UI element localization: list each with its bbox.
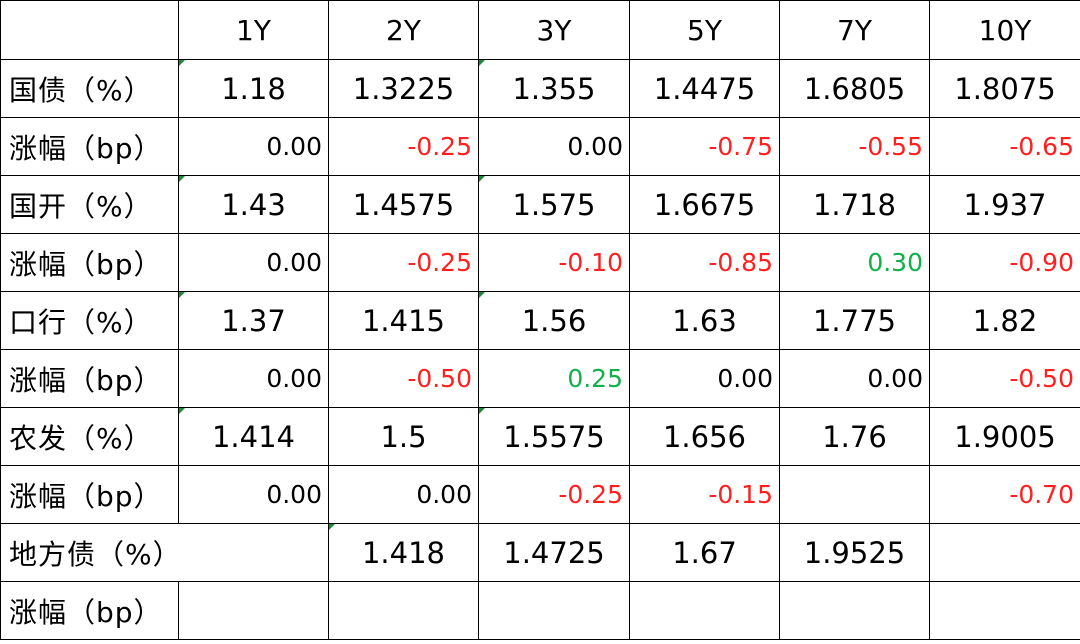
change-cell <box>779 465 930 524</box>
table-row: 农发（%） 1.414 1.5 1.5575 1.656 1.76 1.9005 <box>0 407 1080 466</box>
header-1y: 1Y <box>178 0 329 60</box>
row-label: 口行（%） <box>0 291 179 350</box>
change-cell <box>779 581 930 640</box>
yield-cell: 1.415 <box>328 291 479 350</box>
row-label: 涨幅（bp） <box>0 581 179 640</box>
yield-cell: 1.43 <box>178 175 329 234</box>
change-cell <box>478 581 630 640</box>
yield-cell: 1.76 <box>779 407 930 466</box>
table-row: 涨幅（bp） 0.00 0.00 -0.25 -0.15 -0.70 <box>0 465 1080 524</box>
yield-cell: 1.5 <box>328 407 479 466</box>
row-label: 涨幅（bp） <box>0 465 179 524</box>
yield-cell: 1.718 <box>779 175 930 234</box>
header-3y: 3Y <box>478 0 630 60</box>
row-label: 农发（%） <box>0 407 179 466</box>
change-cell: 0.00 <box>178 465 329 524</box>
row-label: 涨幅（bp） <box>0 349 179 408</box>
yield-cell: 1.4475 <box>629 59 780 118</box>
yield-cell: 1.9525 <box>779 523 930 582</box>
change-cell: -0.85 <box>629 233 780 292</box>
yield-cell: 1.6805 <box>779 59 930 118</box>
row-label: 国开（%） <box>0 175 179 234</box>
yield-cell: 1.418 <box>328 523 479 582</box>
change-cell: 0.30 <box>779 233 930 292</box>
yield-cell: 1.414 <box>178 407 329 466</box>
yield-cell: 1.656 <box>629 407 780 466</box>
change-cell: -0.25 <box>328 233 479 292</box>
header-row: 1Y 2Y 3Y 5Y 7Y 10Y <box>0 0 1080 60</box>
change-cell <box>328 581 479 640</box>
yield-cell: 1.18 <box>178 59 329 118</box>
change-cell: 0.00 <box>328 465 479 524</box>
change-cell: 0.00 <box>178 349 329 408</box>
yield-cell: 1.6675 <box>629 175 780 234</box>
change-cell: -0.25 <box>328 117 479 176</box>
row-label: 涨幅（bp） <box>0 117 179 176</box>
change-cell: -0.70 <box>929 465 1080 524</box>
change-cell <box>629 581 780 640</box>
yield-cell: 1.355 <box>478 59 630 118</box>
table-row: 涨幅（bp） <box>0 581 1080 640</box>
change-cell: 0.00 <box>779 349 930 408</box>
change-cell: 0.00 <box>478 117 630 176</box>
table-row: 涨幅（bp） 0.00 -0.25 -0.10 -0.85 0.30 -0.90 <box>0 233 1080 292</box>
row-label: 地方债（%） <box>0 523 329 582</box>
yield-cell: 1.37 <box>178 291 329 350</box>
change-cell <box>929 581 1080 640</box>
header-7y: 7Y <box>779 0 930 60</box>
header-2y: 2Y <box>328 0 479 60</box>
change-cell: 0.00 <box>178 233 329 292</box>
change-cell: -0.50 <box>328 349 479 408</box>
change-cell: 0.00 <box>178 117 329 176</box>
header-10y: 10Y <box>929 0 1080 60</box>
yield-cell: 1.67 <box>629 523 780 582</box>
table-row: 地方债（%） 1.418 1.4725 1.67 1.9525 <box>0 523 1080 582</box>
yield-cell: 1.4575 <box>328 175 479 234</box>
yield-cell: 1.4725 <box>478 523 630 582</box>
change-cell: 0.25 <box>478 349 630 408</box>
yield-cell: 1.63 <box>629 291 780 350</box>
yield-cell: 1.5575 <box>478 407 630 466</box>
change-cell: -0.50 <box>929 349 1080 408</box>
yield-cell: 1.3225 <box>328 59 479 118</box>
change-cell: -0.15 <box>629 465 780 524</box>
change-cell: 0.00 <box>629 349 780 408</box>
header-corner-cell <box>0 0 179 60</box>
change-cell: -0.25 <box>478 465 630 524</box>
yield-cell: 1.575 <box>478 175 630 234</box>
yield-cell: 1.56 <box>478 291 630 350</box>
table-row: 口行（%） 1.37 1.415 1.56 1.63 1.775 1.82 <box>0 291 1080 350</box>
change-cell: -0.90 <box>929 233 1080 292</box>
row-label: 涨幅（bp） <box>0 233 179 292</box>
change-cell: -0.10 <box>478 233 630 292</box>
change-cell: -0.75 <box>629 117 780 176</box>
yield-cell: 1.8075 <box>929 59 1080 118</box>
table-row: 国债（%） 1.18 1.3225 1.355 1.4475 1.6805 1.… <box>0 59 1080 118</box>
row-label: 国债（%） <box>0 59 179 118</box>
table-row: 涨幅（bp） 0.00 -0.25 0.00 -0.75 -0.55 -0.65 <box>0 117 1080 176</box>
yield-cell: 1.82 <box>929 291 1080 350</box>
change-cell: -0.55 <box>779 117 930 176</box>
change-cell: -0.65 <box>929 117 1080 176</box>
header-5y: 5Y <box>629 0 780 60</box>
table-row: 涨幅（bp） 0.00 -0.50 0.25 0.00 0.00 -0.50 <box>0 349 1080 408</box>
yield-cell: 1.775 <box>779 291 930 350</box>
yield-cell: 1.937 <box>929 175 1080 234</box>
yield-cell: 1.9005 <box>929 407 1080 466</box>
change-cell <box>178 581 329 640</box>
table-row: 国开（%） 1.43 1.4575 1.575 1.6675 1.718 1.9… <box>0 175 1080 234</box>
